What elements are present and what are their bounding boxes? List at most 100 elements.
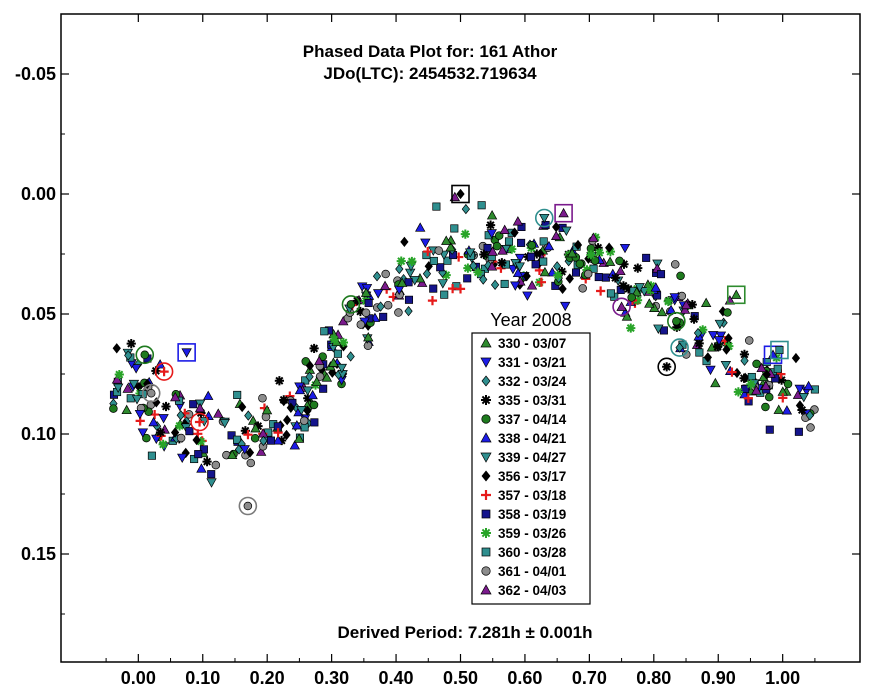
- data-point: [176, 410, 185, 421]
- data-point: [404, 305, 413, 317]
- highlighted-point: [675, 342, 684, 353]
- data-point: [469, 260, 478, 272]
- data-point: [714, 319, 726, 330]
- legend-marker: [480, 432, 492, 443]
- data-point: [346, 351, 355, 362]
- data-point: [148, 416, 159, 427]
- legend-marker: [480, 584, 492, 595]
- data-point: [743, 393, 753, 403]
- data-point: [155, 427, 166, 437]
- highlighted-point: [159, 367, 169, 377]
- data-point: [436, 263, 445, 272]
- data-point: [282, 429, 291, 441]
- data-point: [590, 256, 600, 265]
- data-point: [109, 404, 118, 413]
- data-point: [207, 470, 216, 479]
- data-point: [514, 253, 526, 264]
- data-point: [631, 286, 642, 297]
- highlighted-point: [775, 345, 784, 355]
- data-point: [176, 433, 186, 443]
- data-point: [305, 360, 315, 371]
- data-point: [394, 308, 403, 317]
- data-point: [273, 428, 283, 438]
- highlighted-point: [181, 348, 192, 358]
- data-point: [194, 402, 206, 413]
- data-point: [527, 240, 537, 250]
- data-point: [669, 293, 680, 303]
- highlight-ring: [612, 297, 631, 317]
- data-point: [744, 336, 754, 345]
- data-point: [395, 263, 404, 275]
- legend-marker: [481, 395, 491, 405]
- data-point: [185, 427, 194, 436]
- data-point: [404, 278, 413, 287]
- highlighted-point: [616, 301, 627, 311]
- data-point: [682, 350, 691, 359]
- data-point: [445, 241, 456, 252]
- data-point: [423, 246, 433, 257]
- data-point: [112, 383, 124, 393]
- data-point: [634, 283, 645, 293]
- data-point: [656, 306, 668, 317]
- data-point: [644, 298, 655, 308]
- highlight-ring: [534, 208, 554, 228]
- data-point: [722, 344, 731, 355]
- data-point: [372, 271, 382, 282]
- data-point: [552, 221, 561, 233]
- data-point: [463, 263, 473, 273]
- data-point: [553, 270, 563, 280]
- data-point: [571, 268, 581, 277]
- data-point: [420, 238, 431, 249]
- data-point: [299, 416, 309, 426]
- highlight-ring: [238, 496, 258, 516]
- data-point: [650, 282, 661, 292]
- data-point: [315, 372, 325, 381]
- data-point: [512, 216, 524, 226]
- data-point: [313, 355, 325, 366]
- data-point: [557, 267, 567, 277]
- data-point: [497, 258, 507, 268]
- data-point: [274, 376, 284, 386]
- highlight-box: [726, 285, 746, 305]
- data-point: [142, 433, 151, 443]
- data-point: [560, 301, 571, 312]
- data-point: [383, 300, 393, 310]
- data-point: [352, 296, 362, 306]
- data-point: [566, 247, 578, 258]
- data-point: [455, 284, 466, 294]
- data-point: [727, 367, 737, 377]
- data-point: [202, 457, 212, 467]
- data-point: [473, 267, 483, 277]
- highlighted-point: [243, 501, 253, 511]
- data-point: [305, 371, 314, 382]
- highlight-ring: [667, 311, 686, 331]
- data-point: [739, 349, 750, 359]
- data-point: [233, 390, 242, 399]
- data-point: [705, 365, 716, 376]
- data-point: [575, 259, 585, 269]
- data-point: [199, 445, 208, 454]
- data-point: [283, 414, 292, 426]
- data-point: [211, 460, 221, 470]
- legend: Year 2008 330 - 03/07 331 - 03/21 332 - 03…: [471, 310, 591, 605]
- data-point: [795, 400, 805, 411]
- data-point: [604, 256, 616, 266]
- data-point: [490, 279, 500, 290]
- data-point: [303, 393, 313, 403]
- data-point: [232, 435, 242, 444]
- data-point: [710, 377, 721, 388]
- data-point: [593, 243, 603, 253]
- data-point: [632, 295, 643, 305]
- data-point: [578, 284, 587, 293]
- data-point: [194, 450, 203, 459]
- data-point: [623, 284, 634, 294]
- data-point: [526, 280, 538, 290]
- data-point: [361, 284, 373, 294]
- data-point: [477, 201, 486, 210]
- data-point: [499, 224, 510, 234]
- highlighted-point: [731, 289, 742, 299]
- data-point: [258, 393, 267, 403]
- data-point: [170, 391, 181, 402]
- data-point: [791, 352, 801, 364]
- data-point: [527, 252, 536, 261]
